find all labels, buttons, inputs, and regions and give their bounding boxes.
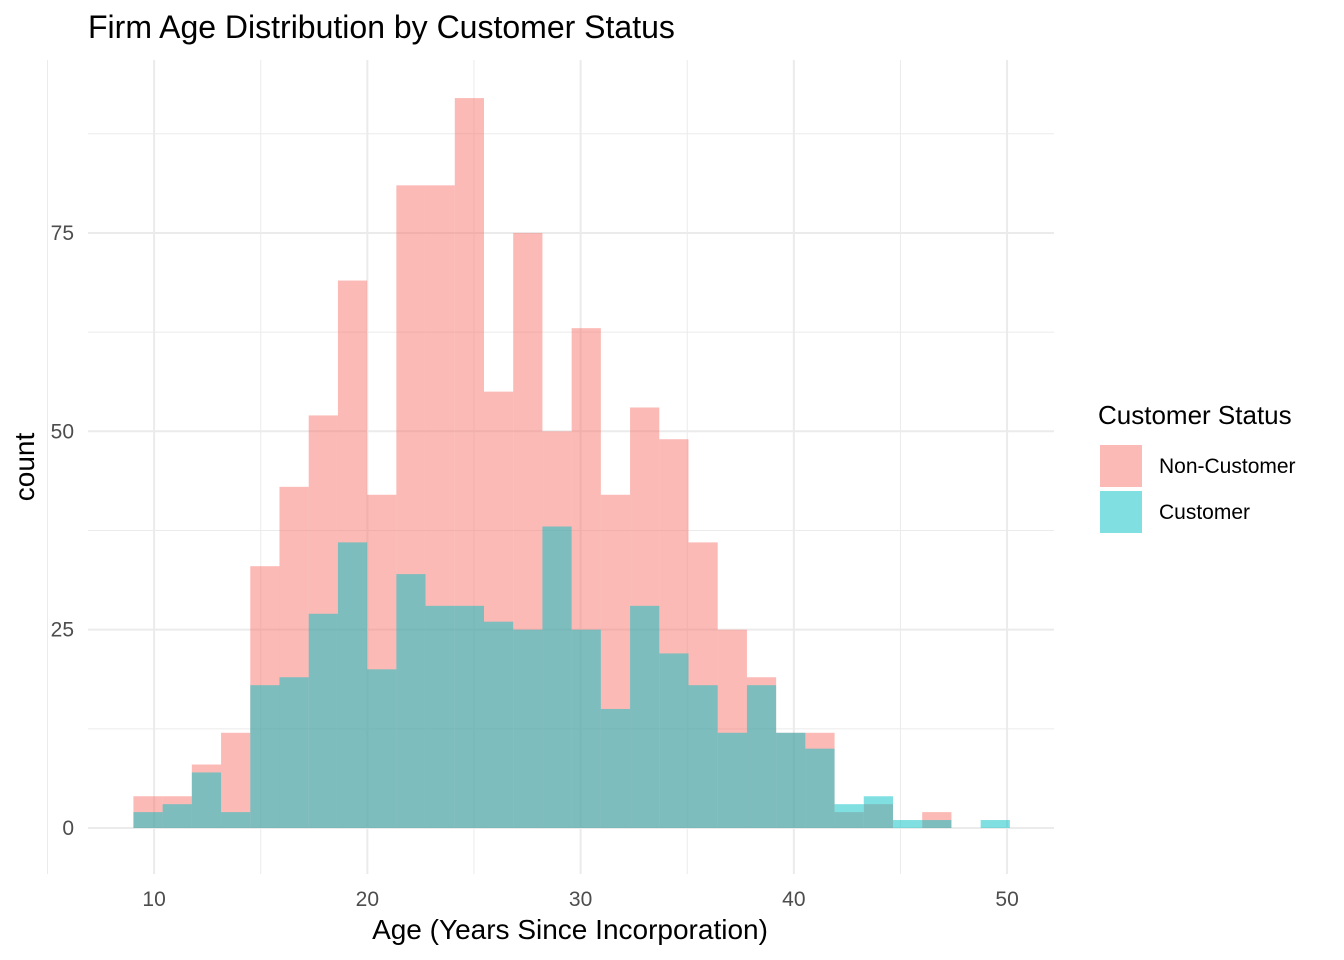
bar-customer (513, 629, 543, 828)
y-tick-label: 0 (62, 817, 74, 840)
bar-customer (893, 820, 923, 828)
bar-customer (367, 669, 397, 828)
legend-label-customer: Customer (1159, 501, 1250, 524)
bar-customer (454, 605, 484, 828)
bar-customer (279, 677, 309, 828)
bar-customer (776, 732, 806, 828)
x-tick-label: 50 (995, 888, 1018, 911)
series-customer (133, 526, 1010, 828)
y-tick-label: 50 (51, 420, 74, 443)
x-tick-label: 40 (782, 888, 805, 911)
bar-customer (483, 621, 514, 828)
x-tick-label: 10 (142, 888, 165, 911)
bar-customer (571, 629, 601, 828)
bar-customer (805, 748, 835, 828)
y-axis-ticks: 0 25 50 75 (51, 222, 74, 840)
bar-customer (250, 685, 280, 828)
bar-customer (922, 820, 952, 828)
x-axis-title: Age (Years Since Incorporation) (372, 914, 768, 945)
x-tick-label: 20 (356, 888, 379, 911)
legend-swatch-non-customer (1100, 445, 1142, 487)
bar-customer (221, 812, 251, 828)
x-axis-ticks: 10 20 30 40 50 (142, 888, 1018, 911)
bar-customer (717, 732, 747, 828)
bar-customer (162, 804, 192, 828)
bar-customer (863, 796, 893, 828)
bar-customer (337, 542, 368, 828)
legend: Customer Status Non-Customer Customer (1098, 400, 1296, 533)
bar-customer (425, 605, 455, 828)
bar-customer (688, 685, 718, 828)
bar-customer (308, 613, 338, 828)
bar-customer (746, 685, 777, 828)
bar-customer (630, 605, 660, 828)
legend-title: Customer Status (1098, 400, 1292, 430)
legend-label-non-customer: Non-Customer (1159, 455, 1296, 478)
bar-customer (834, 804, 864, 828)
bar-customer (542, 526, 572, 828)
bar-customer (659, 653, 689, 828)
bar-customer (600, 708, 631, 828)
chart-title: Firm Age Distribution by Customer Status (88, 9, 675, 45)
y-tick-label: 25 (51, 619, 74, 642)
x-tick-label: 30 (569, 888, 592, 911)
bar-customer (980, 820, 1010, 828)
y-tick-label: 75 (51, 222, 74, 245)
bar-customer (191, 772, 222, 828)
bar-customer (396, 574, 426, 828)
legend-swatch-customer (1100, 491, 1142, 533)
y-axis-title: count (9, 433, 40, 502)
bar-customer (133, 812, 163, 828)
